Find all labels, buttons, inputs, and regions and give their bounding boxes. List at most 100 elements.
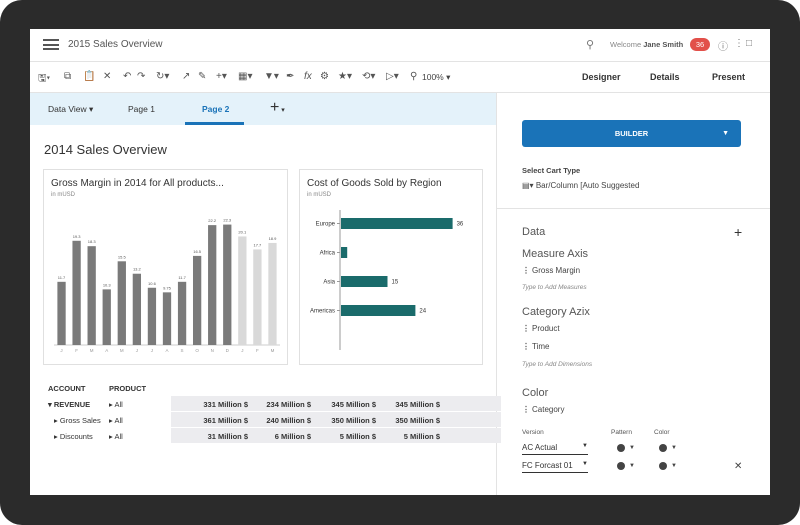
bar[interactable] [132, 273, 142, 345]
share-icon[interactable]: ⟲▾ [362, 71, 376, 82]
add-dimensions-hint[interactable]: Type to Add Dimensions [522, 361, 593, 368]
table-cell[interactable]: 361 Million $ [203, 416, 248, 425]
paste-icon[interactable]: 📋 [83, 71, 96, 82]
table-cell[interactable]: 345 Million $ [331, 400, 376, 409]
table-row-account[interactable]: ▸ Discounts [54, 432, 93, 441]
bar[interactable] [177, 281, 187, 345]
bar[interactable] [341, 218, 453, 229]
table-row-account[interactable]: ▾ REVENUE [48, 400, 91, 409]
dimension-item[interactable]: Time [532, 342, 550, 351]
tab-page-2[interactable]: Page 2 [202, 104, 230, 114]
refresh-icon[interactable]: ↻▾ [156, 71, 170, 82]
table-cell[interactable]: 6 Million $ [274, 432, 311, 441]
redo-icon[interactable]: ↷ [137, 71, 146, 82]
table-cell[interactable]: 5 Million $ [339, 432, 376, 441]
chat-icon[interactable]: □ [746, 38, 753, 49]
table-row-product[interactable]: ▸ All [109, 400, 123, 409]
zoom-level[interactable]: 100% ▾ [422, 72, 451, 82]
color-swatch[interactable] [659, 444, 667, 452]
data-heading: Data [522, 226, 546, 238]
pattern-swatch[interactable] [617, 444, 625, 452]
drag-handle-icon[interactable]: ⋮ [522, 342, 530, 351]
mode-tab-present[interactable]: Present [712, 72, 746, 82]
bar[interactable] [192, 255, 202, 345]
table-icon[interactable]: ▦▾ [238, 71, 253, 82]
table-cell[interactable]: 350 Million $ [331, 416, 376, 425]
format-icon[interactable]: ✒ [286, 71, 295, 82]
bar[interactable] [72, 240, 81, 345]
table-cell[interactable]: 234 Million $ [266, 400, 311, 409]
bar[interactable] [341, 247, 348, 258]
drag-handle-icon[interactable]: ⋮ [522, 324, 530, 333]
data-label: 15.5 [118, 254, 127, 259]
chevron-down-icon[interactable]: ▼ [671, 445, 677, 451]
color-swatch[interactable] [659, 462, 667, 470]
table-row-account[interactable]: ▸ Gross Sales [54, 416, 101, 425]
chart-type-selector[interactable]: ▤▾ Bar/Column [Auto Suggested [522, 181, 640, 190]
bar[interactable] [341, 276, 388, 287]
conditional-format-icon[interactable]: ★▾ [338, 71, 352, 82]
table-cell[interactable]: 345 Million $ [395, 400, 440, 409]
bar[interactable] [238, 236, 247, 345]
table-cell[interactable]: 31 Million $ [207, 432, 248, 441]
hamburger-menu-icon[interactable] [43, 39, 59, 50]
table-cell[interactable]: 350 Million $ [395, 416, 440, 425]
add-data-button[interactable]: + [734, 224, 743, 240]
delete-icon[interactable]: ✕ [103, 71, 112, 82]
export-icon[interactable]: ↗ [182, 71, 191, 82]
add-measures-hint[interactable]: Type to Add Measures [522, 284, 587, 291]
drag-handle-icon[interactable]: ⋮ [522, 266, 530, 275]
bar[interactable] [57, 281, 66, 345]
bar[interactable] [87, 246, 96, 345]
version-select-actual[interactable]: AC Actual ▼ [522, 443, 588, 455]
builder-button[interactable]: BUILDER ▼ [522, 120, 741, 147]
insert-icon[interactable]: +▾ [216, 71, 227, 82]
active-tab-indicator [185, 122, 244, 125]
bar[interactable] [253, 249, 262, 345]
notification-badge[interactable]: 36 [690, 38, 710, 51]
pattern-swatch[interactable] [617, 462, 625, 470]
copy-icon[interactable]: ⧉ [64, 71, 72, 82]
chevron-down-icon[interactable]: ▼ [671, 463, 677, 469]
gross-margin-chart-card[interactable]: Gross Margin in 2014 for All products...… [43, 169, 288, 365]
table-cell[interactable]: 5 Million $ [403, 432, 440, 441]
chevron-down-icon[interactable]: ▼ [629, 445, 635, 451]
color-item[interactable]: Category [532, 405, 565, 414]
remove-version-close-icon[interactable]: ✕ [734, 461, 743, 472]
add-page-button[interactable]: + ▾ [270, 99, 285, 116]
bar[interactable] [208, 225, 217, 345]
table-cell[interactable]: 331 Million $ [203, 400, 248, 409]
table-header-product: PRODUCT [109, 384, 147, 393]
version-select-forecast[interactable]: FC Forcast 01 ▼ [522, 461, 588, 473]
data-view-dropdown[interactable]: Data View ▾ [48, 104, 94, 114]
formula-icon[interactable]: fx [304, 71, 312, 82]
tab-page-1[interactable]: Page 1 [128, 104, 155, 114]
mode-tab-details[interactable]: Details [650, 72, 680, 82]
bar[interactable] [223, 224, 232, 345]
mode-tab-designer[interactable]: Designer [582, 72, 621, 82]
user-name[interactable]: Jane Smith [643, 40, 684, 49]
save-icon[interactable]: 🖫▾ [38, 73, 51, 84]
table-cell[interactable]: 240 Million $ [266, 416, 311, 425]
table-row-product[interactable]: ▸ All [109, 432, 123, 441]
measure-item[interactable]: Gross Margin [532, 266, 581, 275]
cogs-chart-card[interactable]: Cost of Goods Sold by Region in mUSD Eur… [299, 169, 483, 365]
table-row-product[interactable]: ▸ All [109, 416, 123, 425]
bar[interactable] [341, 305, 416, 316]
bar[interactable] [268, 242, 277, 345]
settings-icon[interactable]: ⚙ [320, 71, 329, 82]
bar[interactable] [102, 289, 111, 345]
bar[interactable] [147, 287, 157, 345]
share-edit-icon[interactable]: ✎ [198, 71, 207, 82]
view-icon[interactable]: ▷▾ [386, 71, 399, 82]
filter-icon[interactable]: ▼▾ [264, 71, 279, 82]
bar[interactable] [162, 292, 172, 345]
search-icon[interactable]: ⚲ [586, 39, 595, 51]
undo-icon[interactable]: ↶ [123, 71, 132, 82]
more-options-icon[interactable]: ⋮ [734, 38, 744, 49]
drag-handle-icon[interactable]: ⋮ [522, 405, 530, 414]
bar[interactable] [117, 261, 126, 345]
dimension-item[interactable]: Product [532, 324, 560, 333]
chevron-down-icon[interactable]: ▼ [629, 463, 635, 469]
help-icon[interactable]: ⓘ [718, 42, 728, 53]
